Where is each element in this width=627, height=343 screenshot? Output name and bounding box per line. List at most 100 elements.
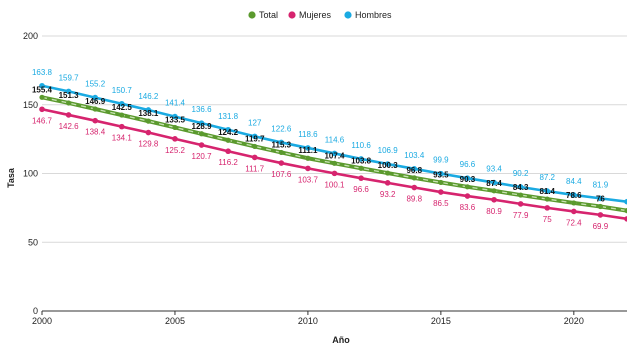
data-label-hombres: 87.2 xyxy=(539,173,555,182)
data-point xyxy=(464,175,471,181)
data-label-hombres: 136.6 xyxy=(192,105,213,114)
data-point xyxy=(198,131,205,137)
x-tick-label: 2015 xyxy=(431,316,451,326)
data-point xyxy=(305,155,311,161)
data-point xyxy=(358,156,364,162)
data-label-total: 81.4 xyxy=(539,187,555,196)
data-label-mujeres: 103.7 xyxy=(298,175,319,184)
data-point xyxy=(331,170,338,177)
data-label-total: 84.3 xyxy=(513,183,529,192)
data-point xyxy=(624,198,627,205)
data-label-total: 96.8 xyxy=(406,166,422,175)
data-point xyxy=(198,120,205,126)
data-label-total: 124.2 xyxy=(218,128,239,137)
data-label-mujeres: 96.6 xyxy=(353,185,369,194)
data-point xyxy=(358,165,364,171)
data-point xyxy=(624,208,627,214)
data-label-total: 128.9 xyxy=(192,122,213,131)
data-label-total: 103.8 xyxy=(351,156,372,165)
x-tick-label: 2020 xyxy=(564,316,584,326)
y-tick-label: 200 xyxy=(23,31,38,41)
legend-marker xyxy=(248,11,256,19)
data-point xyxy=(225,126,231,133)
data-point xyxy=(384,161,391,167)
data-label-total: 115.3 xyxy=(272,140,292,149)
legend-label: Hombres xyxy=(355,10,392,20)
data-point xyxy=(225,148,231,155)
data-label-mujeres: 125.2 xyxy=(165,146,186,155)
x-axis-ticks: 2000 2005 2010 2015 2020 xyxy=(32,311,584,326)
data-point xyxy=(118,123,125,130)
data-point xyxy=(331,160,338,166)
data-point xyxy=(278,139,285,146)
data-label-hombres: 110.6 xyxy=(351,141,371,150)
series-mujeres xyxy=(39,106,627,222)
data-point xyxy=(597,212,604,218)
y-tick-label: 100 xyxy=(23,169,38,179)
data-label-hombres: 163.8 xyxy=(32,68,53,77)
data-label-total: 78.6 xyxy=(566,191,582,200)
data-label-total: 133.5 xyxy=(165,115,186,124)
data-point xyxy=(411,166,418,172)
data-label-total: 146.9 xyxy=(85,97,106,106)
y-axis-title: Tasa xyxy=(6,167,16,188)
data-point xyxy=(438,179,444,186)
x-tick-label: 2010 xyxy=(298,316,318,326)
data-point xyxy=(385,170,391,176)
data-label-total: 142.5 xyxy=(112,103,133,112)
data-label-total: 119.7 xyxy=(245,134,265,143)
data-label-hombres: 106.9 xyxy=(378,146,399,155)
data-label-mujeres: 86.5 xyxy=(433,199,449,208)
x-tick-label: 2000 xyxy=(32,316,52,326)
data-label-mujeres: 107.6 xyxy=(271,170,292,179)
data-label-hombres: 141.4 xyxy=(165,99,186,108)
data-label-total: 107.4 xyxy=(324,151,345,160)
data-point xyxy=(145,107,152,113)
data-label-mujeres: 129.8 xyxy=(138,140,159,149)
data-point xyxy=(518,192,524,198)
data-label-mujeres: 138.4 xyxy=(85,128,106,137)
legend-marker xyxy=(288,11,296,19)
data-point xyxy=(384,180,391,186)
data-point xyxy=(544,205,551,211)
data-label-hombres: 122.6 xyxy=(271,124,292,133)
data-label-mujeres: 77.9 xyxy=(513,211,529,220)
y-tick-label: 0 xyxy=(33,306,38,316)
data-label-mujeres: 120.7 xyxy=(192,152,213,161)
data-labels: 155.4 151.3 146.9 142.5 138.1 133.5 128.9 124.2… xyxy=(32,68,609,231)
data-label-hombres: 103.4 xyxy=(404,151,425,160)
data-point xyxy=(544,196,550,202)
data-label-hombres: 93.4 xyxy=(486,165,502,174)
data-point xyxy=(464,193,471,199)
data-point xyxy=(571,208,577,215)
series-hombres xyxy=(39,82,627,205)
data-point xyxy=(65,88,72,95)
data-point xyxy=(358,175,364,181)
data-label-hombres: 99.9 xyxy=(433,156,449,165)
data-point xyxy=(571,192,577,198)
data-label-hombres: 150.7 xyxy=(112,86,133,95)
data-label-hombres: 114.6 xyxy=(325,135,345,144)
legend-label: Total xyxy=(259,10,278,20)
data-point xyxy=(172,113,178,120)
data-label-hombres: 127 xyxy=(248,118,262,127)
data-label-total: 155.4 xyxy=(32,85,53,94)
data-label-hombres: 146.2 xyxy=(138,92,159,101)
y-tick-label: 150 xyxy=(23,100,38,110)
data-label-mujeres: 111.7 xyxy=(245,164,264,173)
data-point xyxy=(438,170,444,177)
data-point xyxy=(92,117,98,124)
data-point xyxy=(198,142,205,148)
data-label-mujeres: 72.4 xyxy=(566,218,582,227)
data-label-mujeres: 146.7 xyxy=(32,116,53,125)
data-point xyxy=(331,150,338,157)
data-point xyxy=(39,94,45,100)
data-point xyxy=(251,154,258,161)
data-point xyxy=(438,189,444,195)
data-label-mujeres: 134.1 xyxy=(112,134,133,143)
data-label-mujeres: 142.6 xyxy=(59,122,80,131)
data-label-total: 111.1 xyxy=(298,146,318,155)
data-point xyxy=(65,100,72,106)
data-label-total: 138.1 xyxy=(138,109,159,118)
